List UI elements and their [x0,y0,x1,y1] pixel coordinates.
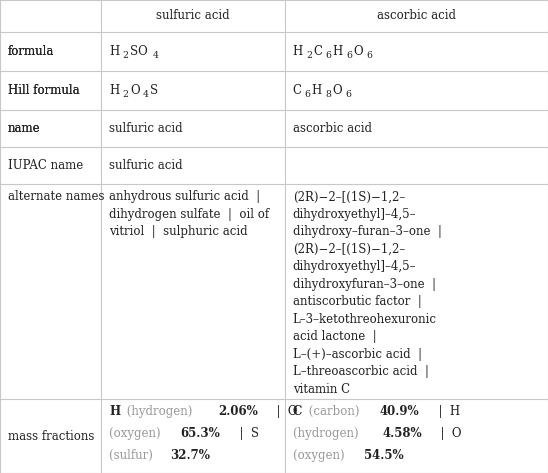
Text: 6: 6 [325,51,331,60]
Text: (carbon): (carbon) [305,405,363,418]
Text: |  O: | O [433,427,462,440]
Text: 6: 6 [304,90,310,99]
Text: sulfuric acid: sulfuric acid [109,159,182,172]
Text: 4: 4 [153,51,159,60]
Text: 54.5%: 54.5% [364,449,404,462]
Text: 2: 2 [306,51,312,60]
Text: name: name [8,122,41,135]
Text: |  O: | O [269,405,298,418]
Text: sulfuric acid: sulfuric acid [156,9,230,22]
Text: 65.3%: 65.3% [180,427,220,440]
Text: 4: 4 [142,90,149,99]
Text: S: S [150,84,158,97]
Text: H: H [293,45,303,58]
Text: |  H: | H [431,405,460,418]
Text: O: O [130,84,140,97]
Text: H: H [312,84,322,97]
Text: 2: 2 [122,51,128,60]
Text: H: H [333,45,343,58]
Text: H: H [109,84,119,97]
Text: 2: 2 [122,90,128,99]
Text: ascorbic acid: ascorbic acid [293,122,372,135]
Text: C: C [293,405,302,418]
Text: (2R)−2–[(1S)−1,2–
dihydroxyethyl]–4,5–
dihydroxy–furan–3–one  |
(2R)−2–[(1S)−1,2: (2R)−2–[(1S)−1,2– dihydroxyethyl]–4,5– d… [293,190,442,396]
Text: 40.9%: 40.9% [380,405,420,418]
Text: Hill formula: Hill formula [8,84,79,97]
Text: (oxygen): (oxygen) [109,427,164,440]
Text: name: name [8,122,41,135]
Text: O: O [333,84,342,97]
Text: mass fractions: mass fractions [8,429,94,443]
Text: H: H [109,405,120,418]
Text: (hydrogen): (hydrogen) [123,405,197,418]
Text: 6: 6 [366,51,372,60]
Text: SO: SO [130,45,148,58]
Text: H: H [109,45,119,58]
Text: 4.58%: 4.58% [382,427,422,440]
Text: 32.7%: 32.7% [170,449,210,462]
Text: |  S: | S [232,427,259,440]
Text: alternate names: alternate names [8,190,104,203]
Text: sulfuric acid: sulfuric acid [109,122,182,135]
Text: (sulfur): (sulfur) [109,449,157,462]
Text: IUPAC name: IUPAC name [8,159,83,172]
Text: anhydrous sulfuric acid  |
dihydrogen sulfate  |  oil of
vitriol  |  sulphuric a: anhydrous sulfuric acid | dihydrogen sul… [109,190,269,238]
Text: (hydrogen): (hydrogen) [293,427,362,440]
Text: ascorbic acid: ascorbic acid [377,9,456,22]
Text: 2.06%: 2.06% [218,405,258,418]
Text: C: C [313,45,323,58]
Text: (oxygen): (oxygen) [293,449,348,462]
Text: C: C [293,84,301,97]
Text: 6: 6 [346,51,352,60]
Text: formula: formula [8,45,54,58]
Text: formula: formula [8,45,54,58]
Text: O: O [353,45,363,58]
Text: 6: 6 [345,90,351,99]
Text: 8: 8 [325,90,331,99]
Text: Hill formula: Hill formula [8,84,79,97]
